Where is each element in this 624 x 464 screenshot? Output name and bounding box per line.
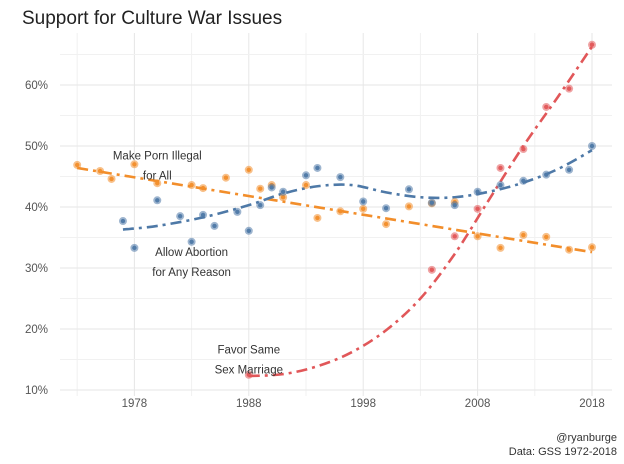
trend-line-favor-same-sex-marriage: [248, 45, 594, 378]
data-point-favor-same-sex-marriage: [521, 146, 526, 152]
data-point-make-porn-illegal-for-all: [258, 186, 263, 191]
x-axis: 1978 1988 1998 2008 2018: [122, 398, 605, 410]
caption-source: Data: GSS 1972-2018: [509, 446, 617, 458]
x-tick-label: 2018: [579, 398, 605, 410]
data-point-favor-same-sex-marriage: [475, 206, 480, 212]
annotation-label: Make Porn Illegal: [113, 150, 202, 162]
data-point-make-porn-illegal-for-all: [200, 185, 206, 191]
data-point-allow-abortion-for-any-reason: [406, 187, 412, 192]
annotation-label: for Any Reason: [152, 267, 231, 279]
trend-line-make-porn-illegal-for-all: [76, 166, 593, 254]
data-point-allow-abortion-for-any-reason: [303, 173, 309, 178]
data-point-favor-same-sex-marriage: [452, 234, 457, 239]
y-tick-label: 60%: [25, 80, 48, 92]
annotation-label: Allow Abortion: [155, 247, 228, 259]
data-point-allow-abortion-for-any-reason: [429, 200, 435, 205]
data-point-make-porn-illegal-for-all: [189, 182, 194, 188]
data-point-make-porn-illegal-for-all: [280, 195, 286, 200]
data-point-allow-abortion-for-any-reason: [498, 182, 503, 188]
trend-lines: [76, 45, 594, 378]
data-point-favor-same-sex-marriage: [544, 104, 549, 110]
data-point-allow-abortion-for-any-reason: [269, 185, 274, 190]
data-point-allow-abortion-for-any-reason: [177, 213, 183, 219]
data-point-make-porn-illegal-for-all: [315, 215, 320, 221]
data-point-allow-abortion-for-any-reason: [452, 202, 457, 208]
y-tick-label: 40%: [25, 202, 48, 214]
data-point-favor-same-sex-marriage: [429, 267, 435, 273]
data-point-favor-same-sex-marriage: [566, 86, 572, 91]
data-point-make-porn-illegal-for-all: [223, 175, 229, 180]
data-point-allow-abortion-for-any-reason: [521, 178, 526, 183]
data-point-make-porn-illegal-for-all: [132, 162, 137, 167]
data-point-make-porn-illegal-for-all: [566, 247, 572, 252]
data-point-allow-abortion-for-any-reason: [155, 198, 160, 203]
data-point-make-porn-illegal-for-all: [406, 204, 412, 209]
data-point-allow-abortion-for-any-reason: [383, 206, 389, 211]
annotations: Make Porn Illegal for All Allow Abortion fo…: [113, 150, 283, 376]
data-point-make-porn-illegal-for-all: [246, 167, 251, 172]
y-tick-label: 20%: [25, 324, 48, 336]
data-point-allow-abortion-for-any-reason: [212, 223, 217, 229]
data-point-allow-abortion-for-any-reason: [280, 189, 286, 194]
annotation-label: for All: [143, 170, 172, 182]
data-point-allow-abortion-for-any-reason: [120, 218, 126, 224]
data-point-allow-abortion-for-any-reason: [200, 212, 206, 218]
data-point-allow-abortion-for-any-reason: [475, 189, 480, 194]
data-point-allow-abortion-for-any-reason: [544, 172, 549, 177]
data-point-make-porn-illegal-for-all: [155, 181, 160, 186]
data-point-allow-abortion-for-any-reason: [566, 167, 572, 172]
x-tick-label: 1988: [236, 398, 262, 410]
data-point-make-porn-illegal-for-all: [97, 168, 103, 174]
y-tick-label: 30%: [25, 263, 48, 275]
annotation-label: Sex Marriage: [215, 364, 283, 376]
data-point-make-porn-illegal-for-all: [475, 234, 480, 239]
data-point-favor-same-sex-marriage: [589, 42, 595, 47]
data-point-allow-abortion-for-any-reason: [315, 165, 320, 171]
data-point-allow-abortion-for-any-reason: [258, 202, 263, 208]
data-point-make-porn-illegal-for-all: [75, 162, 80, 168]
y-tick-label: 50%: [25, 141, 48, 153]
data-point-allow-abortion-for-any-reason: [361, 199, 366, 204]
data-point-make-porn-illegal-for-all: [109, 176, 114, 182]
data-point-allow-abortion-for-any-reason: [132, 245, 137, 251]
data-point-allow-abortion-for-any-reason: [235, 209, 240, 215]
data-point-make-porn-illegal-for-all: [303, 182, 309, 188]
data-point-allow-abortion-for-any-reason: [246, 228, 251, 233]
data-points: [73, 40, 596, 379]
data-point-make-porn-illegal-for-all: [498, 245, 503, 251]
y-axis: 10% 20% 30% 40% 50% 60%: [25, 80, 48, 397]
data-point-make-porn-illegal-for-all: [544, 234, 549, 240]
caption-author: @ryanburge: [556, 432, 617, 444]
data-point-favor-same-sex-marriage: [498, 165, 503, 171]
data-point-favor-same-sex-marriage: [246, 372, 251, 377]
annotation-label: Favor Same: [217, 344, 280, 356]
x-tick-label: 1998: [350, 398, 376, 410]
data-point-make-porn-illegal-for-all: [521, 232, 526, 238]
x-tick-label: 2008: [465, 398, 491, 410]
data-point-make-porn-illegal-for-all: [361, 206, 366, 212]
data-point-make-porn-illegal-for-all: [589, 245, 595, 250]
data-point-allow-abortion-for-any-reason: [338, 174, 343, 180]
data-point-allow-abortion-for-any-reason: [589, 143, 595, 149]
data-point-make-porn-illegal-for-all: [338, 209, 343, 214]
data-point-make-porn-illegal-for-all: [383, 221, 389, 227]
data-point-allow-abortion-for-any-reason: [189, 239, 194, 244]
gridlines: [60, 33, 612, 396]
x-tick-label: 1978: [122, 398, 148, 410]
chart-title: Support for Culture War Issues: [22, 8, 282, 29]
y-tick-label: 10%: [25, 385, 48, 397]
